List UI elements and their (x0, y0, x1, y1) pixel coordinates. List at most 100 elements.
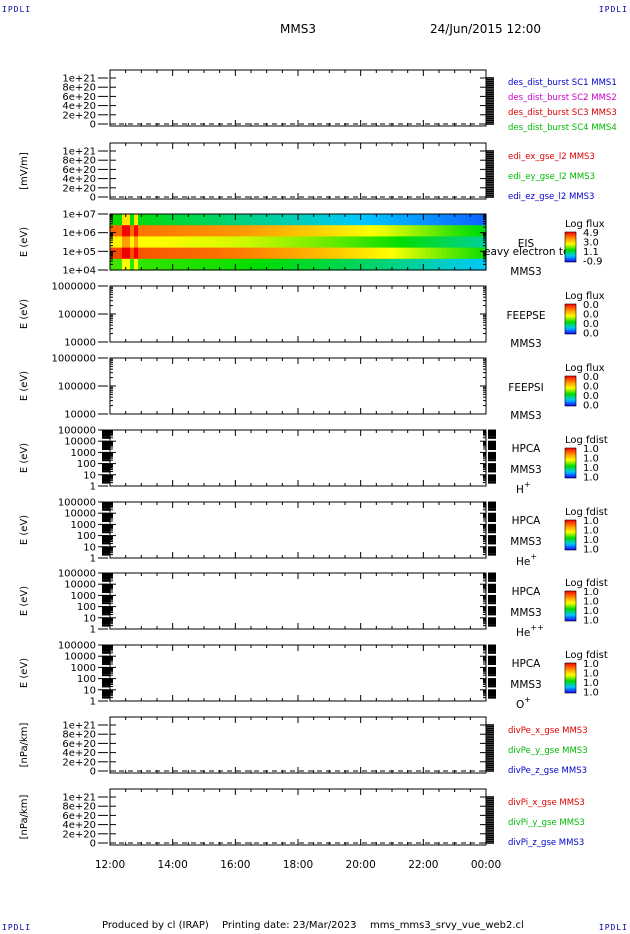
heatmap-cell (250, 258, 255, 271)
y-tick-label: 6e+20 (62, 92, 96, 103)
heatmap-cell (306, 247, 311, 260)
heatmap-cell (290, 247, 295, 260)
y-tick-label: 0 (90, 120, 96, 131)
heatmap-cell (178, 258, 183, 271)
heatmap-cell (382, 258, 387, 271)
heatmap-cell (390, 225, 395, 237)
y-tick-label: 2e+20 (62, 757, 96, 768)
heatmap-cell (394, 236, 399, 249)
heatmap-cell (286, 236, 291, 249)
colorbar-tick-label: 0.0 (583, 391, 599, 402)
heatmap-cell (190, 247, 195, 260)
heatmap-cell (170, 236, 175, 249)
heatmap-cell (458, 225, 463, 237)
heatmap-cell (438, 247, 443, 260)
header-date: 24/Jun/2015 12:00 (430, 22, 542, 36)
heatmap-cell (186, 247, 191, 260)
heatmap-cell (258, 225, 263, 237)
heatmap-cell (262, 247, 267, 260)
heatmap-cell (394, 247, 399, 260)
heatmap-cell (162, 247, 167, 260)
heatmap-cell (478, 247, 483, 260)
heatmap-cell (362, 225, 367, 237)
heatmap-cell (430, 214, 435, 226)
heatmap-cell (430, 225, 435, 237)
heatmap-cell (398, 225, 403, 237)
heatmap-cell (254, 236, 259, 249)
heatmap-cell (430, 236, 435, 249)
heatmap-cell (210, 214, 215, 226)
heatmap-cell (126, 258, 131, 271)
y-tick-label: 2e+20 (62, 829, 96, 840)
heatmap-cell (126, 236, 131, 249)
heatmap-cell (414, 258, 419, 271)
heatmap-cell (146, 247, 151, 260)
heatmap-cell (254, 258, 259, 271)
heatmap-cell (194, 225, 199, 237)
colorbar-tick-label: 1.0 (583, 597, 599, 608)
heatmap-cell (322, 258, 327, 271)
heatmap-cell (234, 236, 239, 249)
y-tick-label: 0 (90, 767, 96, 778)
heatmap-cell (118, 258, 123, 271)
y-axis-label: E (eV) (19, 515, 30, 545)
heatmap-cell (294, 214, 299, 226)
heatmap-cell (370, 247, 375, 260)
heatmap-cell (398, 214, 403, 226)
heatmap-cell (210, 258, 215, 271)
heatmap-cell (370, 258, 375, 271)
heatmap-cell (126, 247, 131, 260)
heatmap-cell (266, 247, 271, 260)
heatmap-cell (270, 247, 275, 260)
heatmap-cell (206, 214, 211, 226)
heatmap-cell (222, 236, 227, 249)
heatmap-cell (130, 247, 135, 260)
heatmap-cell (378, 236, 383, 249)
heatmap-cell (290, 258, 295, 271)
heatmap-cell (214, 225, 219, 237)
heatmap-cell (390, 247, 395, 260)
panel-frame-feepsi (109, 357, 487, 415)
spacecraft-label: MMS3 (510, 464, 541, 476)
heatmap-cell (114, 258, 119, 271)
heatmap-cell (338, 236, 343, 249)
y-axis-label: E (eV) (19, 227, 30, 257)
colorbar-tick-label: 1.0 (583, 473, 599, 484)
y-tick-label: 0 (90, 839, 96, 850)
heatmap-cell (346, 225, 351, 237)
heatmap-cell (330, 225, 335, 237)
heatmap-cell (406, 258, 411, 271)
heatmap-cell (402, 236, 407, 249)
heatmap-cell (218, 247, 223, 260)
y-tick-label: 10000 (64, 338, 96, 349)
heatmap-cell (270, 258, 275, 271)
heatmap-cell (174, 247, 179, 260)
heatmap-cell (222, 214, 227, 226)
legend-entry: divPi_x_gse MMS3 (508, 798, 585, 808)
y-tick-label: 10000 (64, 509, 96, 520)
heatmap-cell (154, 236, 159, 249)
heatmap-cell (166, 214, 171, 226)
heatmap-cell (150, 214, 155, 226)
heatmap-cell (434, 258, 439, 271)
y-tick-label: 1 (90, 625, 96, 636)
legend-entry: des_dist_burst SC3 MMS3 (508, 108, 617, 118)
heatmap-cell (426, 225, 431, 237)
heatmap-cell (334, 225, 339, 237)
heatmap-cell (138, 258, 143, 271)
y-axis-label: E (eV) (19, 443, 30, 473)
heatmap-cell (166, 225, 171, 237)
x-tick-label: 20:00 (346, 859, 376, 871)
heatmap-cell (178, 225, 183, 237)
heatmap-cell (338, 214, 343, 226)
heatmap-cell (278, 225, 283, 237)
heatmap-cell (310, 247, 315, 260)
x-tick-label: 14:00 (158, 859, 188, 871)
instrument-label: HPCA (512, 658, 542, 670)
header-spacecraft: MMS3 (280, 22, 316, 36)
heatmap-cell (314, 214, 319, 226)
colorbar-tick-label: 1.0 (583, 616, 599, 627)
colorbar-tick-label: 1.0 (583, 444, 599, 455)
heatmap-cell (238, 258, 243, 271)
heatmap-cell (258, 236, 263, 249)
